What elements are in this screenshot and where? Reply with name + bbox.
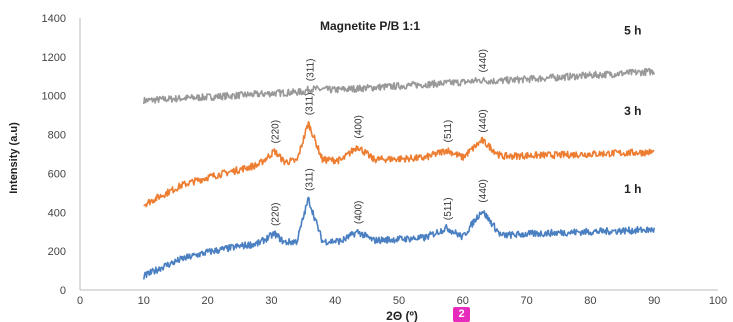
- series-layer: 5 h (311) (440) 3 h (220) (311) (400) (511) (440…: [143, 24, 655, 280]
- series-1h: 1 h (220) (311) (400) (511) (440): [143, 168, 655, 280]
- series-label-1h: 1 h: [624, 182, 641, 196]
- x-tick-label: 100: [709, 295, 727, 307]
- x-tick-label: 80: [584, 295, 596, 307]
- y-tick-label: 1400: [42, 13, 66, 25]
- series-line-3h: [143, 121, 655, 208]
- peak-label: (440): [478, 109, 489, 132]
- peak-label: (311): [304, 168, 315, 191]
- peak-label: (440): [478, 179, 489, 202]
- y-tick-label: 1000: [42, 91, 66, 103]
- peak-label: (440): [478, 49, 489, 72]
- x-tick-label: 50: [393, 295, 405, 307]
- chart-title: Magnetite P/B 1:1: [320, 19, 420, 33]
- series-line-5h: [143, 68, 655, 105]
- y-tick-label: 800: [48, 130, 66, 142]
- series-label-3h: 3 h: [624, 104, 641, 118]
- peak-label: (311): [304, 93, 315, 116]
- peak-label: (511): [443, 197, 454, 220]
- x-tick-label: 30: [265, 295, 277, 307]
- x-tick-label: 90: [648, 295, 660, 307]
- x-tick-label: 0: [77, 295, 83, 307]
- y-axis-label: Intensity (a.u): [8, 122, 20, 194]
- peak-label: (220): [271, 120, 282, 143]
- series-5h: 5 h (311) (440): [143, 24, 655, 105]
- page-badge: 2: [453, 307, 470, 322]
- y-axis: 0 200 400 600 800 1000 1200 1400: [42, 13, 81, 297]
- x-tick-label: 40: [329, 295, 341, 307]
- x-axis: 0 10 20 30 40 50 60 70 80 90 100: [77, 289, 727, 307]
- peak-label: (400): [354, 201, 365, 224]
- peak-label: (311): [306, 59, 317, 82]
- peak-label: (511): [443, 120, 454, 143]
- peak-label: (400): [354, 115, 365, 138]
- y-tick-label: 1200: [42, 52, 66, 64]
- peak-label: (220): [271, 203, 282, 226]
- x-axis-label: 2Θ (º): [386, 309, 418, 322]
- y-tick-label: 200: [48, 246, 66, 258]
- y-tick-label: 0: [60, 285, 66, 297]
- series-3h: 3 h (220) (311) (400) (511) (440): [143, 93, 655, 208]
- y-tick-label: 600: [48, 168, 66, 180]
- series-line-1h: [143, 196, 655, 280]
- x-tick-label: 70: [520, 295, 532, 307]
- x-tick-label: 10: [138, 295, 150, 307]
- x-tick-label: 20: [201, 295, 213, 307]
- y-tick-label: 400: [48, 207, 66, 219]
- x-tick-label: 60: [457, 295, 469, 307]
- series-label-5h: 5 h: [624, 24, 641, 38]
